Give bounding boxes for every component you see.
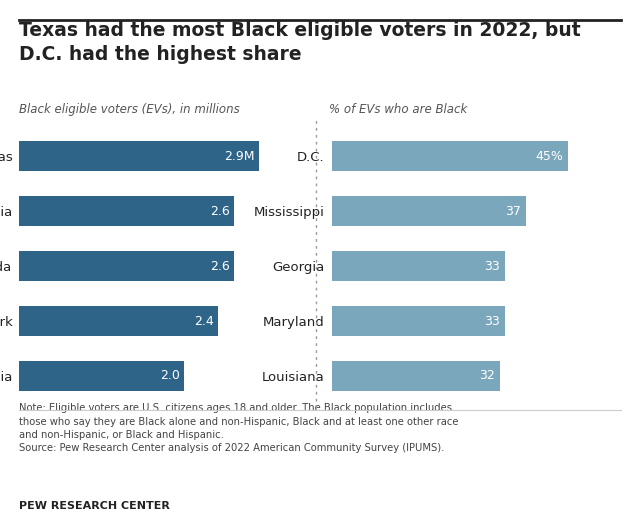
Text: PEW RESEARCH CENTER: PEW RESEARCH CENTER [19, 501, 170, 511]
Text: % of EVs who are Black: % of EVs who are Black [329, 103, 467, 116]
Bar [332, 306, 505, 336]
Text: 33: 33 [484, 260, 500, 272]
Text: Texas had the most Black eligible voters in 2022, but
D.C. had the highest share: Texas had the most Black eligible voters… [19, 21, 581, 64]
Text: 32: 32 [479, 369, 495, 383]
Text: 2.0: 2.0 [161, 369, 180, 383]
Text: Note: Eligible voters are U.S. citizens ages 18 and older. The Black population : Note: Eligible voters are U.S. citizens … [19, 403, 459, 453]
Bar [332, 141, 568, 171]
Text: 45%: 45% [535, 150, 563, 163]
Text: 2.4: 2.4 [194, 315, 213, 327]
Bar [332, 196, 526, 226]
Text: 2.6: 2.6 [210, 260, 230, 272]
Bar [19, 306, 218, 336]
Bar [19, 196, 234, 226]
Bar [332, 251, 505, 281]
Text: 2.9M: 2.9M [224, 150, 255, 163]
Text: 2.6: 2.6 [210, 205, 230, 218]
Bar [19, 251, 234, 281]
Text: 37: 37 [505, 205, 521, 218]
Bar [332, 361, 500, 391]
Bar [19, 361, 184, 391]
Text: Black eligible voters (EVs), in millions: Black eligible voters (EVs), in millions [19, 103, 240, 116]
Text: 33: 33 [484, 315, 500, 327]
Bar [19, 141, 259, 171]
